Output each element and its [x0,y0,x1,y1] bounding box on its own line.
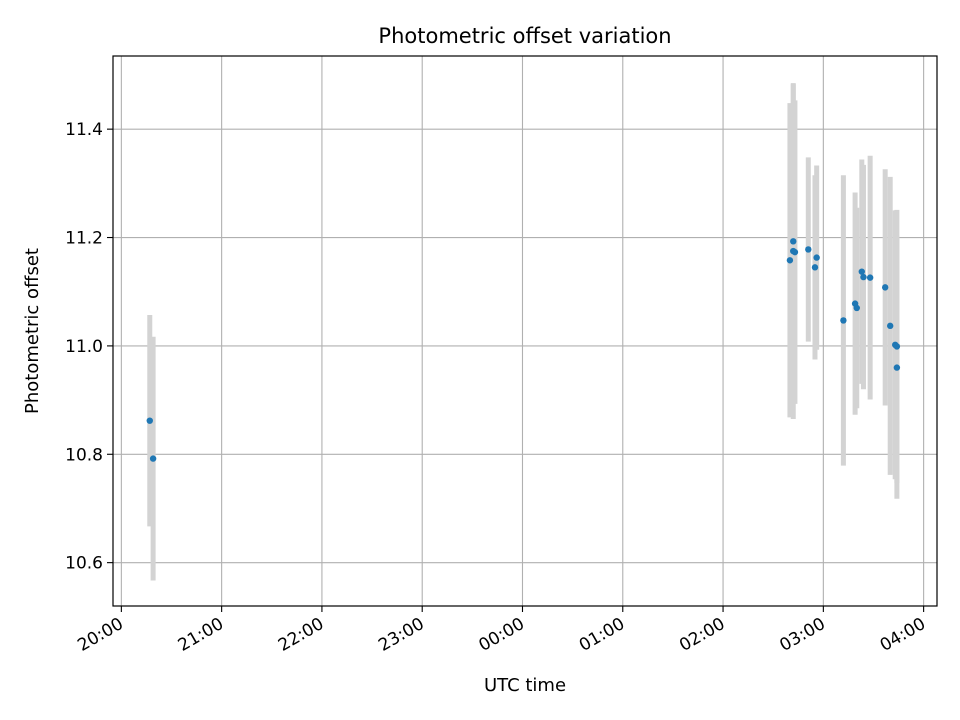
y-tick-label: 11.2 [65,229,103,249]
data-point [149,455,157,462]
y-tick-label: 10.6 [65,554,103,574]
y-tick-label: 11.0 [65,337,103,357]
y-axis: 10.6 10.8 11.0 11.2 11.4 [65,120,113,574]
x-axis-title: UTC time [484,675,566,696]
data-point [805,246,812,253]
data-point [786,257,794,264]
data-point [860,273,867,281]
chart-title: Photometric offset variation [378,24,671,48]
data-point [881,284,889,291]
data-point [866,274,874,281]
y-tick-label: 10.8 [65,445,103,465]
data-point [791,248,799,256]
y-axis-title: Photometric offset [22,248,43,414]
data-point [813,254,820,261]
grid [113,56,937,606]
data-point [858,268,865,275]
data-point [840,317,847,324]
y-tick-label: 11.4 [65,120,103,140]
plot-frame [112,55,938,607]
data-point [893,343,901,350]
plot-area [113,56,937,606]
data-point [893,364,901,371]
data-point [811,264,819,271]
data-point [146,417,153,424]
data-points [146,238,901,462]
data-point [790,238,797,245]
data-point [853,304,860,312]
data-point [887,322,894,330]
